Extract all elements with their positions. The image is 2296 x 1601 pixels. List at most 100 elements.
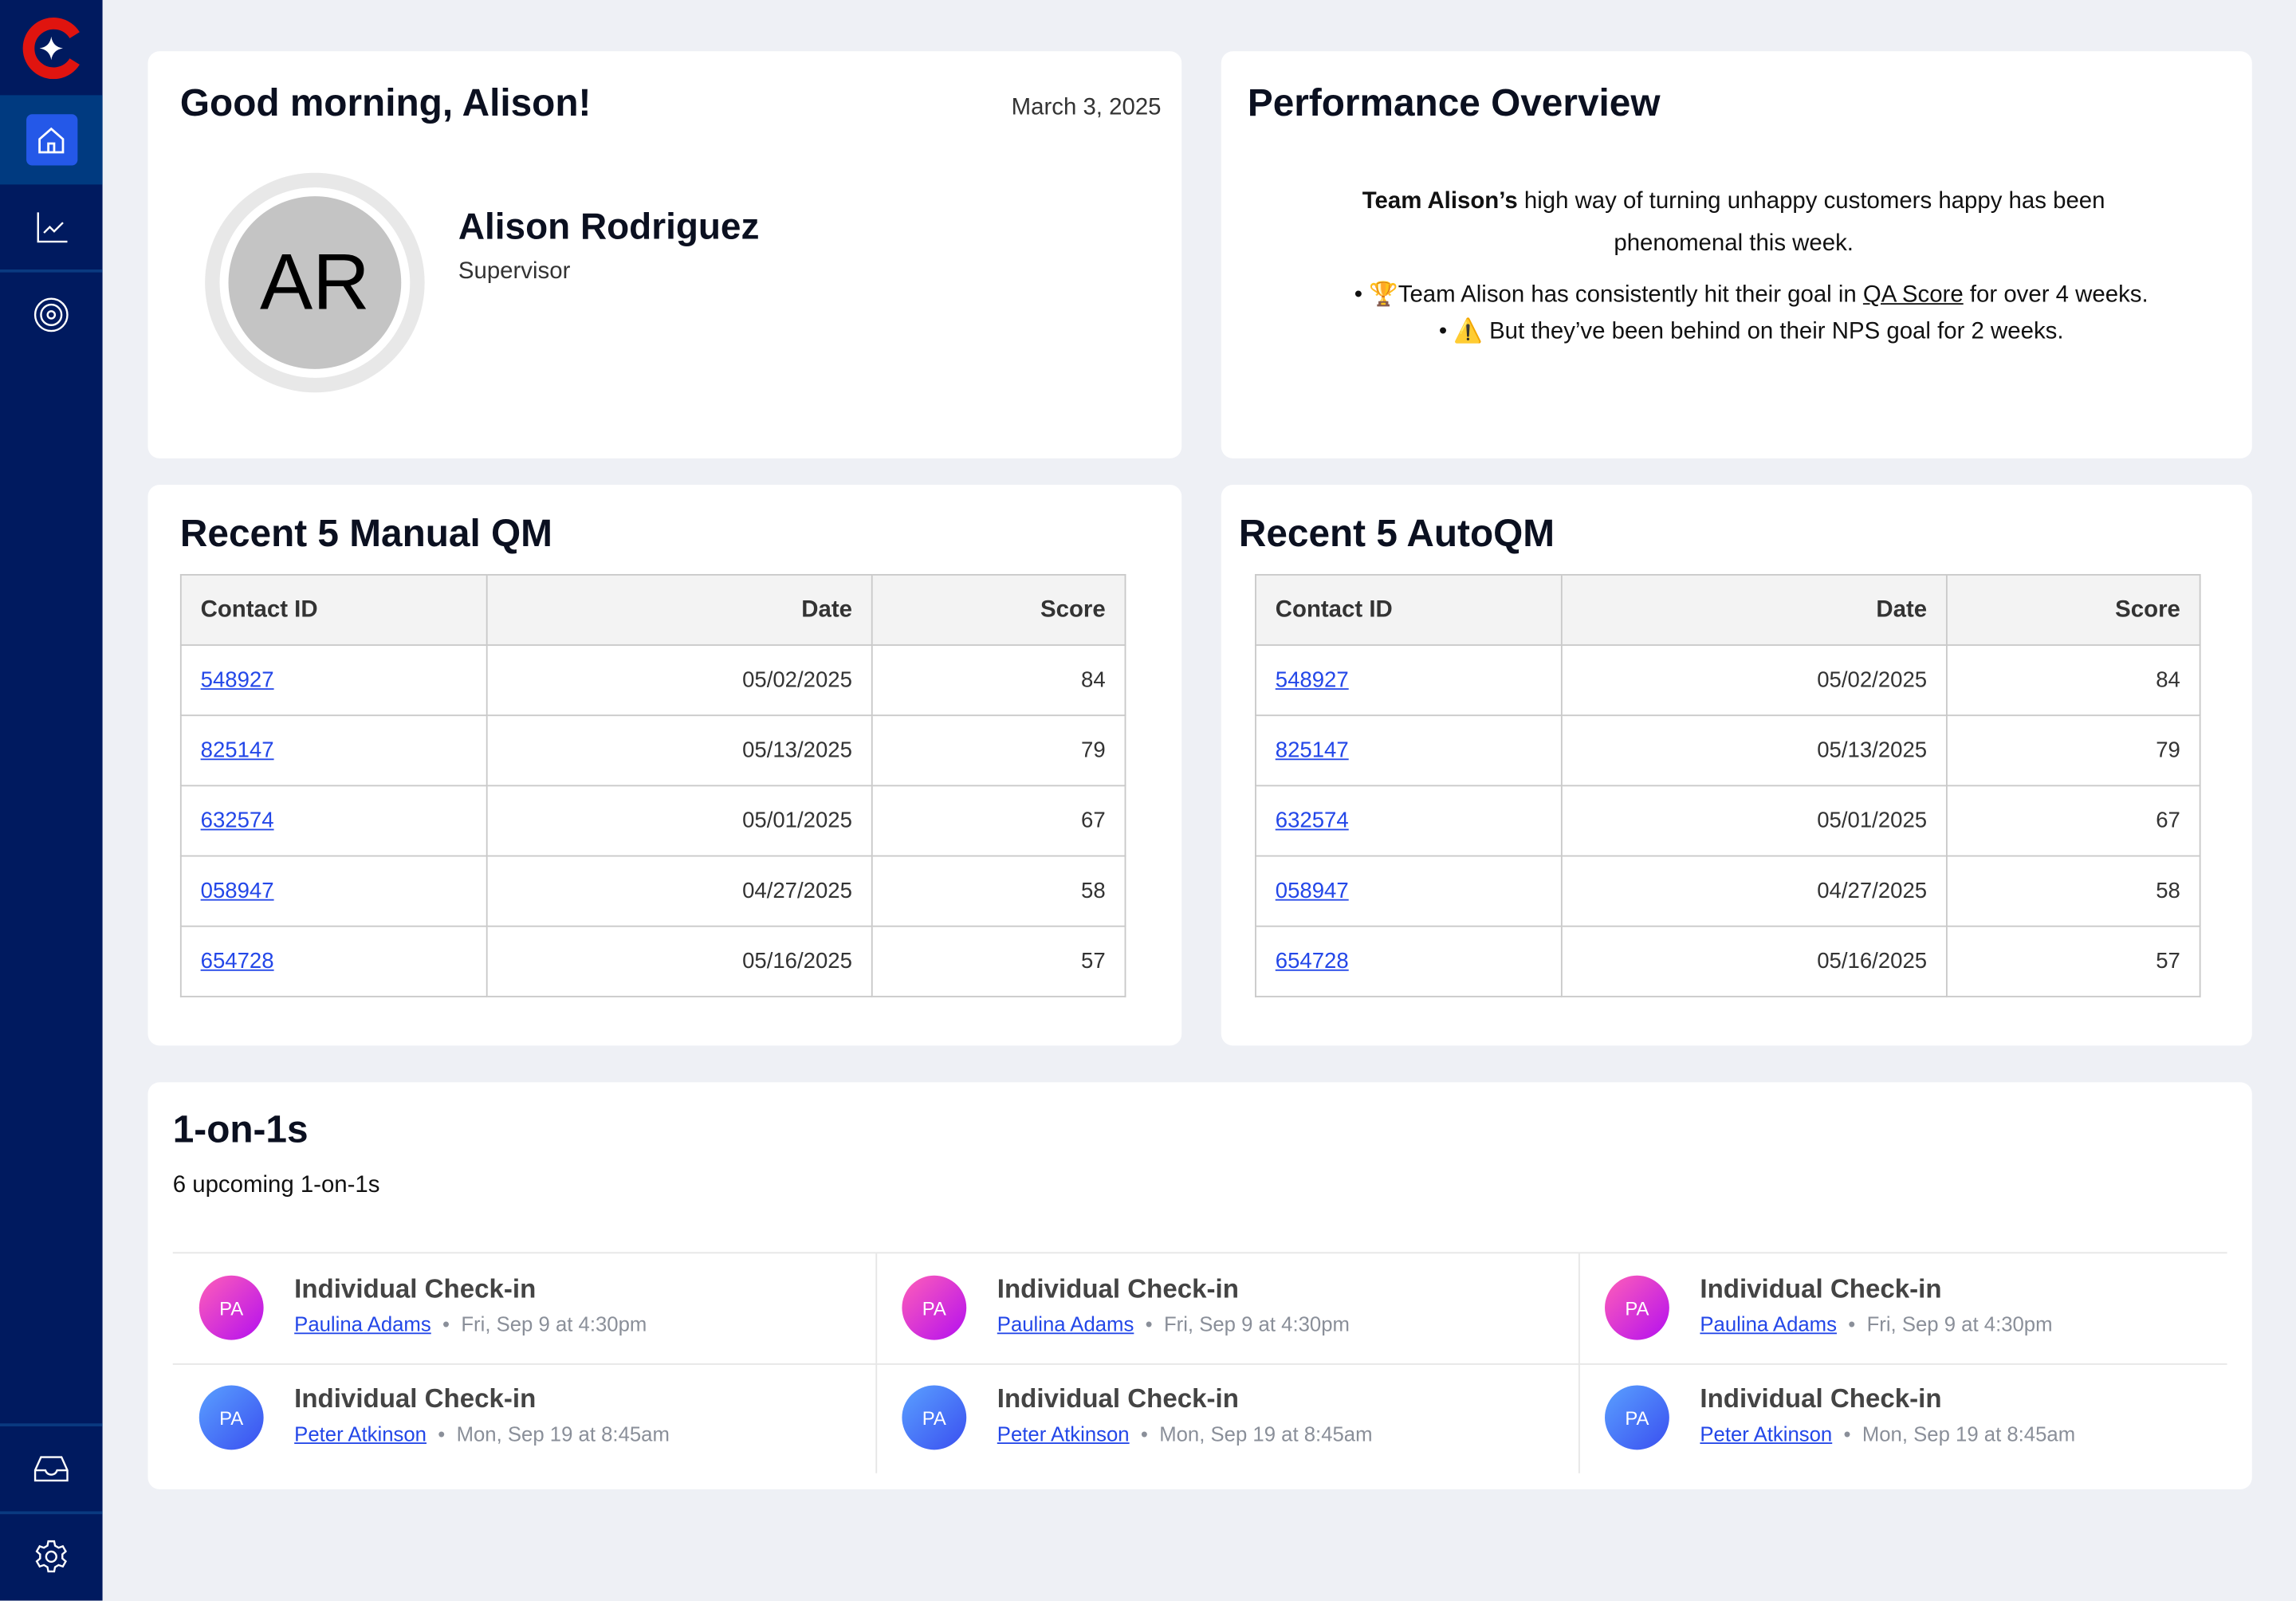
- sidebar-divider: [0, 269, 103, 273]
- table-row: 654728 05/16/2025 57: [179, 925, 1126, 997]
- chart-icon: [37, 212, 68, 243]
- table-row: 825147 05/13/2025 79: [179, 714, 1126, 787]
- date-cell: 05/16/2025: [486, 925, 873, 997]
- manual-qm-card: Recent 5 Manual QM Contact ID Date Score 54…: [147, 484, 1182, 1046]
- column-header[interactable]: Contact ID: [179, 573, 488, 646]
- contact-id-link[interactable]: 825147: [1275, 738, 1349, 763]
- score-cell: 67: [1945, 785, 2201, 857]
- person-link[interactable]: Peter Atkinson: [997, 1422, 1130, 1446]
- person-link[interactable]: Peter Atkinson: [294, 1422, 427, 1446]
- one-on-one-item[interactable]: PA Individual Check-in Peter Atkinson • …: [173, 1363, 878, 1473]
- contact-id-link[interactable]: 632574: [200, 808, 274, 834]
- bullet-text: But they’ve been behind on their NPS goa…: [1489, 319, 2064, 344]
- contact-id-cell: 632574: [179, 785, 488, 857]
- date-cell: 04/27/2025: [1560, 855, 1948, 927]
- contact-id-link[interactable]: 058947: [1275, 879, 1349, 904]
- bullet-qa: • 🏆Team Alison has consistently hit thei…: [1354, 282, 2149, 308]
- contact-id-cell: 058947: [179, 855, 488, 927]
- date-cell: 05/16/2025: [1560, 925, 1948, 997]
- contact-id-cell: 654728: [1255, 925, 1563, 997]
- meeting-title: Individual Check-in: [997, 1273, 1239, 1304]
- qa-score-link[interactable]: QA Score: [1862, 282, 1964, 308]
- table-row: 632574 05/01/2025 67: [179, 785, 1126, 857]
- contact-id-link[interactable]: 058947: [200, 879, 274, 904]
- performance-summary: Team Alison’s high way of turning unhapp…: [1309, 180, 2158, 266]
- one-on-one-item[interactable]: PA Individual Check-in Peter Atkinson • …: [1578, 1363, 2227, 1473]
- column-header[interactable]: Date: [486, 573, 873, 646]
- meeting-title: Individual Check-in: [294, 1273, 537, 1304]
- inbox-icon: [33, 1456, 69, 1482]
- column-header[interactable]: Score: [1945, 573, 2201, 646]
- sidebar-item-inbox[interactable]: [0, 1425, 103, 1512]
- table-row: 058947 04/27/2025 58: [1255, 855, 2201, 927]
- contact-id-link[interactable]: 654728: [200, 949, 274, 974]
- date-cell: 05/02/2025: [1560, 644, 1948, 717]
- score-cell: 79: [871, 714, 1126, 787]
- meeting-title: Individual Check-in: [1700, 1383, 1942, 1414]
- date-cell: 04/27/2025: [486, 855, 873, 927]
- brand-logo[interactable]: [21, 18, 82, 80]
- auto-qm-card: Recent 5 AutoQM Contact ID Date Score 54892…: [1221, 484, 2252, 1046]
- avatar: PA: [1605, 1275, 1669, 1340]
- meeting-meta: Peter Atkinson • Mon, Sep 19 at 8:45am: [294, 1422, 670, 1446]
- avatar: PA: [199, 1275, 264, 1340]
- score-cell: 57: [871, 925, 1126, 997]
- avatar: PA: [902, 1385, 967, 1450]
- contact-id-cell: 548927: [1255, 644, 1563, 717]
- sidebar-divider: [0, 1423, 103, 1426]
- one-on-one-item[interactable]: PA Individual Check-in Paulina Adams • F…: [172, 1253, 878, 1365]
- score-cell: 58: [1945, 855, 2201, 927]
- contact-id-link[interactable]: 654728: [1275, 949, 1349, 974]
- sidebar: [0, 0, 103, 1601]
- one-on-ones-count: 6 upcoming 1-on-1s: [172, 1173, 380, 1198]
- table-row: 654728 05/16/2025 57: [1255, 925, 2201, 997]
- bullet-text: Team Alison has consistently hit their g…: [1398, 282, 1863, 308]
- table-row: 632574 05/01/2025 67: [1255, 785, 2201, 857]
- target-icon: [33, 297, 69, 332]
- contact-id-link[interactable]: 632574: [1275, 808, 1349, 834]
- column-header[interactable]: Date: [1560, 573, 1948, 646]
- sidebar-item-analytics[interactable]: [0, 183, 103, 271]
- contact-id-link[interactable]: 548927: [200, 667, 274, 693]
- meeting-time: Fri, Sep 9 at 4:30pm: [461, 1312, 647, 1336]
- table-header-row: Contact ID Date Score: [179, 573, 1126, 646]
- score-cell: 84: [871, 644, 1126, 717]
- home-icon: [26, 114, 77, 166]
- one-on-ones-title: 1-on-1s: [172, 1107, 309, 1151]
- column-header[interactable]: Contact ID: [1255, 573, 1563, 646]
- avatar-initials: AR: [228, 196, 402, 369]
- meeting-time: Mon, Sep 19 at 8:45am: [456, 1422, 670, 1446]
- meeting-time: Fri, Sep 9 at 4:30pm: [1866, 1312, 2053, 1336]
- avatar: PA: [199, 1385, 264, 1450]
- avatar: PA: [1605, 1385, 1669, 1450]
- score-cell: 58: [871, 855, 1126, 927]
- sidebar-item-goals[interactable]: [0, 271, 103, 359]
- person-link[interactable]: Paulina Adams: [294, 1312, 431, 1336]
- person-link[interactable]: Paulina Adams: [997, 1312, 1134, 1336]
- person-link[interactable]: Peter Atkinson: [1700, 1422, 1833, 1446]
- meeting-time: Mon, Sep 19 at 8:45am: [1159, 1422, 1373, 1446]
- table-header-row: Contact ID Date Score: [1255, 573, 2201, 646]
- current-date: March 3, 2025: [1011, 95, 1162, 120]
- person-link[interactable]: Paulina Adams: [1700, 1312, 1837, 1336]
- contact-id-link[interactable]: 825147: [200, 738, 274, 763]
- one-on-one-item[interactable]: PA Individual Check-in Peter Atkinson • …: [875, 1363, 1580, 1473]
- manual-qm-title: Recent 5 Manual QM: [179, 511, 552, 556]
- contact-id-cell: 825147: [179, 714, 488, 787]
- sidebar-item-settings[interactable]: [0, 1512, 103, 1600]
- user-name: Alison Rodriguez: [458, 206, 760, 248]
- gear-icon: [35, 1540, 67, 1573]
- performance-card: Performance Overview Team Alison’s high …: [1221, 51, 2252, 458]
- sidebar-item-home[interactable]: [0, 95, 103, 185]
- score-cell: 57: [1945, 925, 2201, 997]
- performance-title: Performance Overview: [1247, 81, 1661, 125]
- meeting-time: Mon, Sep 19 at 8:45am: [1862, 1422, 2076, 1446]
- score-cell: 67: [871, 785, 1126, 857]
- one-on-one-item[interactable]: PA Individual Check-in Paulina Adams • F…: [875, 1253, 1580, 1365]
- contact-id-cell: 654728: [179, 925, 488, 997]
- contact-id-link[interactable]: 548927: [1275, 667, 1349, 693]
- column-header[interactable]: Score: [871, 573, 1126, 646]
- one-on-one-item[interactable]: PA Individual Check-in Paulina Adams • F…: [1578, 1253, 2227, 1365]
- score-cell: 84: [1945, 644, 2201, 717]
- bullet-text: for over 4 weeks.: [1963, 282, 2149, 308]
